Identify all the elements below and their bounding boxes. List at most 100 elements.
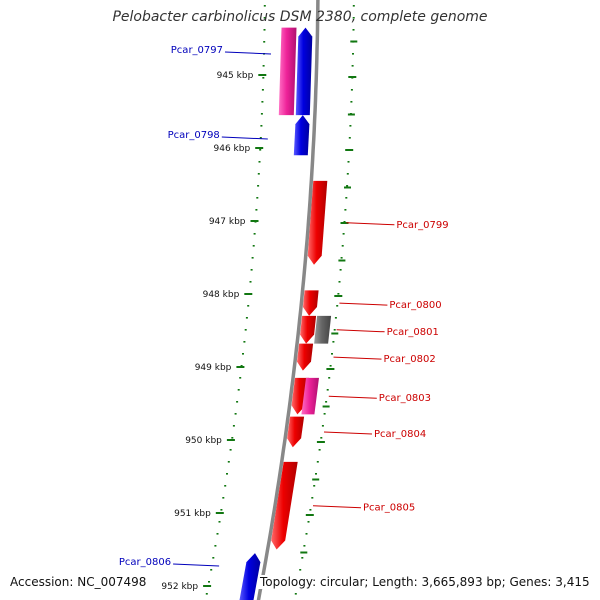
- minor-tick-inner: [255, 209, 258, 211]
- minor-tick-inner: [237, 389, 240, 391]
- kbp-tick-label: 946 kbp: [214, 144, 251, 154]
- gene-leader-line: [339, 302, 388, 306]
- gene-label[interactable]: Pcar_0797: [171, 45, 223, 56]
- kbp-tick-label: 948 kbp: [203, 290, 240, 300]
- minor-tick-inner: [226, 473, 228, 475]
- major-tick-outer: [326, 368, 335, 370]
- minor-tick-inner: [262, 65, 265, 67]
- minor-tick-outer: [352, 17, 355, 19]
- pcar-0799-glyph[interactable]: [307, 180, 328, 265]
- minor-tick-inner: [216, 533, 219, 535]
- minor-tick-outer: [326, 389, 329, 391]
- minor-tick-outer: [318, 449, 321, 451]
- feature-layer: [239, 27, 332, 600]
- minor-tick-outer: [344, 209, 347, 211]
- minor-tick-outer: [294, 593, 297, 595]
- minor-tick-inner: [218, 521, 221, 523]
- kbp-tick-label: 951 kbp: [174, 509, 211, 519]
- gene-label[interactable]: Pcar_0805: [363, 503, 415, 514]
- label-layer: Pcar_0797 Pcar_0798 Pcar_0799 Pcar_0800 Pcar…: [119, 45, 449, 568]
- gene-leader-line: [224, 51, 272, 55]
- gene-label[interactable]: Pcar_0798: [168, 130, 220, 141]
- minor-tick-inner: [220, 509, 223, 511]
- minor-tick-inner: [244, 329, 247, 331]
- gene-leader-line: [173, 563, 220, 567]
- genome-backbone: [256, 0, 320, 600]
- minor-tick-outer: [336, 305, 339, 307]
- pink-feature-glyph[interactable]: [278, 27, 297, 116]
- minor-tick-outer: [346, 185, 349, 187]
- minor-tick-outer: [347, 161, 350, 163]
- minor-tick-outer: [349, 125, 352, 127]
- minor-tick-outer: [332, 341, 335, 343]
- gene-label[interactable]: Pcar_0800: [389, 300, 441, 311]
- minor-tick-inner: [249, 281, 252, 283]
- minor-tick-outer: [333, 329, 336, 331]
- gene-label[interactable]: Pcar_0806: [119, 557, 171, 568]
- minor-tick-inner: [214, 545, 217, 547]
- minor-tick-inner: [232, 425, 235, 427]
- backbone-layer: [256, 0, 320, 600]
- gene-label[interactable]: Pcar_0804: [374, 429, 426, 440]
- minor-tick-outer: [311, 497, 314, 499]
- minor-tick-inner: [224, 485, 227, 487]
- major-tick: [255, 147, 264, 149]
- pcar-0804-glyph[interactable]: [287, 416, 305, 448]
- pcar-0802-glyph[interactable]: [297, 343, 314, 371]
- genome-title: Pelobacter carbinolicus DSM 2380, comple…: [112, 9, 488, 25]
- gene-leader-line: [312, 505, 362, 509]
- gene-leader-line: [346, 222, 395, 226]
- half-kbp-tick: [300, 551, 308, 554]
- half-kbp-tick: [344, 186, 351, 189]
- minor-tick-inner: [234, 413, 237, 415]
- half-kbp-tick: [322, 405, 330, 408]
- pcar-0801-glyph[interactable]: [300, 315, 317, 344]
- half-kbp-tick: [347, 113, 355, 116]
- gene-label[interactable]: Pcar_0799: [396, 220, 448, 231]
- pcar-0798-glyph[interactable]: [293, 115, 310, 156]
- minor-tick-inner: [256, 197, 259, 199]
- minor-tick-inner: [205, 593, 208, 595]
- minor-tick-outer: [343, 221, 346, 223]
- minor-tick-inner: [240, 365, 243, 367]
- gene-leader-line: [323, 431, 373, 435]
- pcar-0806-glyph[interactable]: [239, 553, 261, 600]
- major-tick: [250, 220, 259, 222]
- pcar-0800-glyph[interactable]: [303, 290, 319, 316]
- kbp-tick-label: 945 kbp: [217, 71, 254, 81]
- minor-tick-inner: [262, 77, 265, 79]
- minor-tick-outer: [299, 569, 302, 571]
- minor-tick-outer: [340, 257, 343, 259]
- major-tick: [215, 512, 224, 514]
- gene-leader-line: [221, 136, 268, 140]
- tick-layer: 945 kbp 946 kbp 947 kbp 948 kbp 949 kbp 950 k…: [161, 5, 358, 595]
- minor-tick-inner: [236, 401, 239, 403]
- pcar-0805-glyph[interactable]: [271, 461, 298, 550]
- half-kbp-tick: [338, 259, 346, 262]
- minor-tick-inner: [253, 233, 256, 235]
- minor-tick-inner: [263, 5, 266, 7]
- gene-label[interactable]: Pcar_0802: [384, 354, 436, 365]
- minor-tick-inner: [239, 377, 242, 379]
- minor-tick-inner: [259, 137, 262, 139]
- minor-tick-inner: [227, 461, 230, 463]
- major-tick-outer: [340, 222, 349, 224]
- topology-text: Topology: circular; Length: 3,665,893 bp…: [258, 575, 592, 589]
- gene-leader-line: [328, 395, 377, 399]
- minor-tick-inner: [242, 353, 244, 355]
- major-tick-outer: [345, 149, 354, 151]
- major-tick-outer: [316, 441, 325, 443]
- gene-label[interactable]: Pcar_0801: [387, 327, 439, 338]
- minor-tick-outer: [338, 281, 341, 283]
- grey-feature-glyph[interactable]: [314, 315, 332, 344]
- gene-label[interactable]: Pcar_0803: [379, 393, 431, 404]
- major-tick: [236, 366, 245, 368]
- minor-tick-outer: [305, 533, 308, 535]
- minor-tick-inner: [250, 269, 253, 271]
- pink-feature-glyph[interactable]: [301, 377, 319, 415]
- pcar-0797-glyph[interactable]: [295, 27, 313, 116]
- major-tick: [258, 74, 267, 76]
- major-tick-outer: [348, 76, 357, 78]
- major-tick-outer: [334, 295, 343, 297]
